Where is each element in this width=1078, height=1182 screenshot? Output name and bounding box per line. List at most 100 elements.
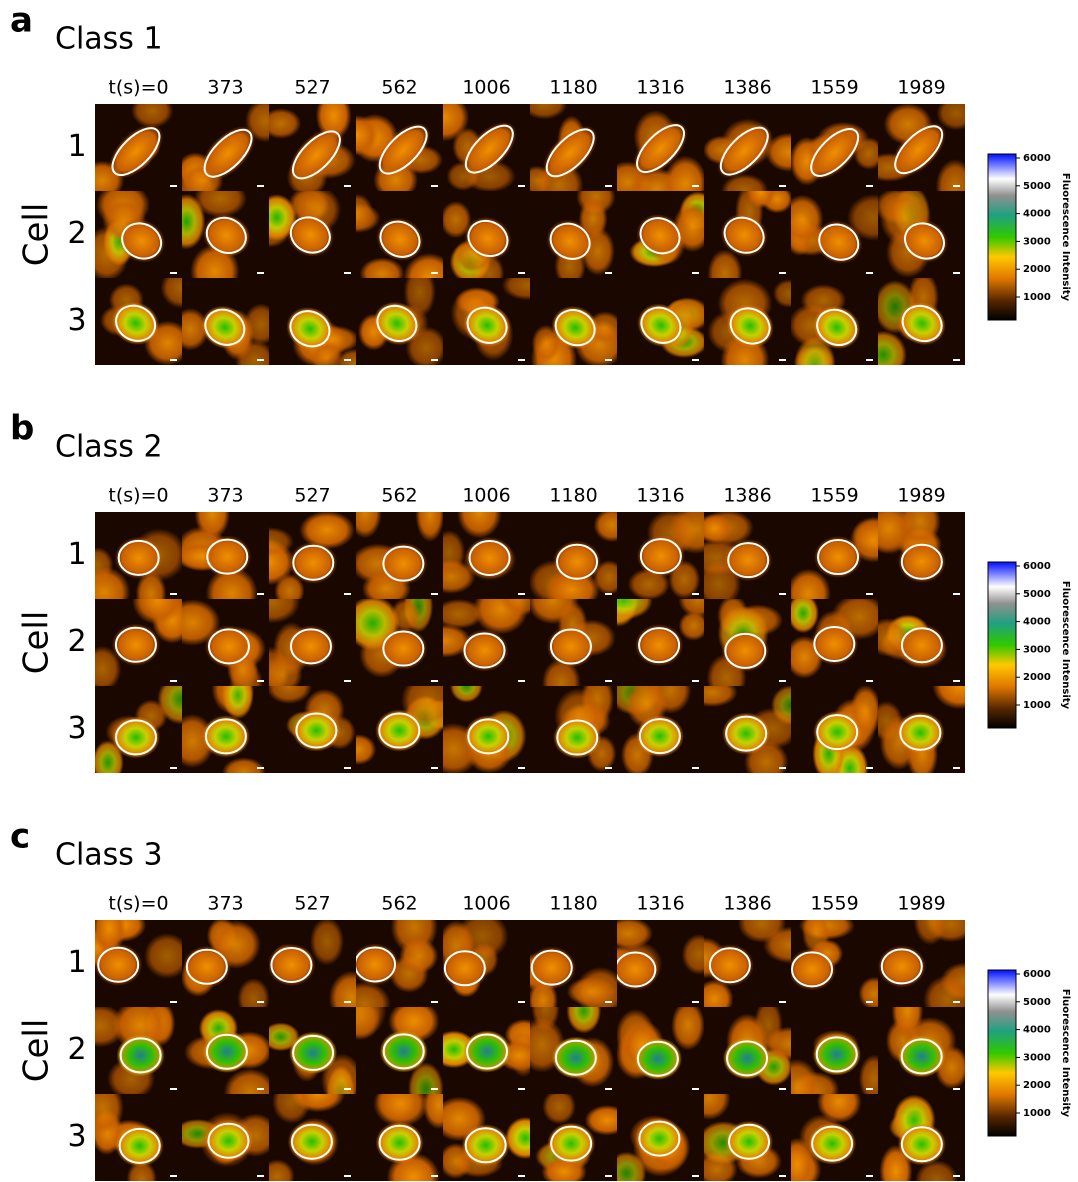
cell-outline xyxy=(903,222,945,260)
blob xyxy=(356,981,391,1007)
cell-body xyxy=(891,122,946,177)
cell-outline xyxy=(728,1123,771,1160)
tile-content xyxy=(791,278,878,365)
tile-content xyxy=(182,191,269,278)
tile-content xyxy=(356,686,443,773)
image-tile xyxy=(182,104,269,191)
tile-content xyxy=(443,278,530,365)
cell-outline xyxy=(378,1124,421,1161)
image-tile xyxy=(443,512,530,599)
cell-outline xyxy=(467,718,510,755)
blob xyxy=(617,599,653,620)
cell-outline xyxy=(464,1127,507,1164)
image-tile xyxy=(617,191,704,278)
tile-content xyxy=(617,512,704,599)
blob xyxy=(356,193,373,231)
blob xyxy=(269,599,300,624)
cell-outline xyxy=(719,126,769,176)
tile-content xyxy=(95,191,182,278)
tile-content xyxy=(356,1007,443,1094)
blob xyxy=(791,568,831,599)
cell-body xyxy=(546,625,595,668)
cell-outline xyxy=(114,626,157,663)
tile-content xyxy=(443,191,530,278)
blob xyxy=(542,1094,576,1125)
cell-outline xyxy=(724,632,767,669)
tile-content xyxy=(704,104,791,191)
cell-outline xyxy=(811,1125,854,1162)
tile-content xyxy=(530,278,617,365)
cell-body xyxy=(705,944,754,987)
time-label: 1386 xyxy=(723,893,771,915)
image-tile xyxy=(356,1007,443,1094)
blob xyxy=(356,734,377,765)
cell-outline xyxy=(203,128,253,178)
image-tile xyxy=(95,278,182,365)
tile-content xyxy=(878,686,965,773)
time-label: 1006 xyxy=(462,485,510,507)
image-tile xyxy=(269,599,356,686)
cell-body xyxy=(375,709,424,752)
time-label: t(s)=0 xyxy=(108,893,168,915)
image-tile xyxy=(617,686,704,773)
blob xyxy=(663,155,704,191)
tile-content xyxy=(791,104,878,191)
image-tile xyxy=(269,512,356,599)
image-tile xyxy=(617,599,704,686)
tile-content xyxy=(617,1007,704,1094)
time-label: 1989 xyxy=(897,893,945,915)
blob xyxy=(502,278,530,301)
blob xyxy=(935,159,965,191)
image-tile xyxy=(878,1094,965,1181)
cell-outline xyxy=(295,712,338,749)
image-tile xyxy=(704,1007,791,1094)
blob xyxy=(764,1026,791,1061)
cell-body xyxy=(720,213,768,257)
cell-body xyxy=(896,711,945,754)
colorbar-tick-label: 6000 xyxy=(1023,969,1051,980)
cell-outline xyxy=(376,304,418,343)
image-tile xyxy=(704,1094,791,1181)
row-label: 1 xyxy=(67,945,86,980)
image-tile xyxy=(791,191,878,278)
cell-outline xyxy=(292,1034,335,1071)
cell-outline xyxy=(894,125,944,175)
cell-body xyxy=(724,539,773,582)
cell-body xyxy=(375,1121,424,1164)
time-label: 527 xyxy=(294,77,330,99)
tile-content xyxy=(617,599,704,686)
cell-body xyxy=(182,945,231,988)
cell-outline xyxy=(638,718,681,755)
cell-body xyxy=(460,629,509,672)
blob xyxy=(858,1054,878,1094)
panel: c Class 3 t(s)=0 373 527 562 1006 1180 1316 1386 1… xyxy=(10,817,1071,1181)
cell-body xyxy=(725,1120,774,1163)
blob xyxy=(193,191,247,218)
tile-content xyxy=(530,1007,617,1094)
tile-content xyxy=(704,920,791,1007)
tile-content xyxy=(356,920,443,1007)
cell-body xyxy=(530,946,576,989)
cell-outline xyxy=(382,630,425,667)
cell-body xyxy=(115,1124,164,1167)
cell-body xyxy=(376,217,424,261)
cell-outline xyxy=(556,719,599,756)
image-tile xyxy=(182,920,269,1007)
image-tile xyxy=(356,920,443,1007)
cell-body xyxy=(289,1031,338,1074)
image-tile xyxy=(443,1094,530,1181)
cell-outline xyxy=(900,1038,943,1075)
blob xyxy=(505,1116,530,1160)
blob xyxy=(899,512,941,546)
blob xyxy=(915,1160,958,1181)
cell-body xyxy=(810,622,859,665)
panel-title: Class 2 xyxy=(55,430,163,465)
image-tile xyxy=(443,686,530,773)
cell-outline xyxy=(815,1036,858,1073)
cell-body xyxy=(111,716,160,759)
cell-body xyxy=(878,945,926,988)
image-tile xyxy=(95,191,182,278)
blob xyxy=(617,920,653,950)
image-tile xyxy=(878,686,965,773)
blob xyxy=(310,920,344,966)
